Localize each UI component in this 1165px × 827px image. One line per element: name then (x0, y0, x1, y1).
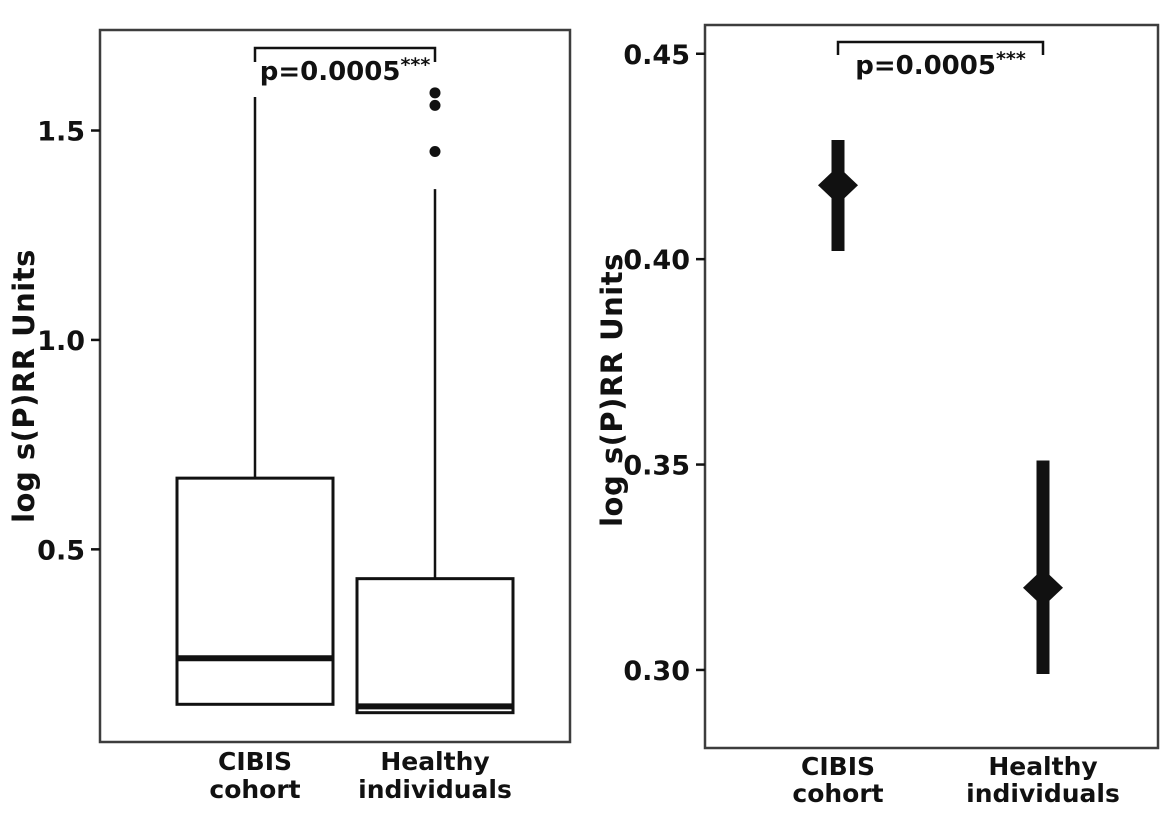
y-tick-label: 0.35 (623, 451, 690, 482)
y-tick-label: 0.30 (623, 656, 690, 687)
plot-border (98, 28, 572, 744)
x-category-label-line1: CIBIS (218, 747, 292, 776)
y-tick-label: 1.0 (37, 326, 85, 357)
x-category-label-line1: Healthy (380, 747, 489, 776)
pointrange-panel: log s(P)RR Units 0.30 0.35 0.40 0.45 CIBIS co… (585, 0, 1165, 827)
box (355, 577, 515, 715)
box (175, 476, 335, 706)
plot-border (703, 23, 1160, 750)
y-tick-label: 0.45 (623, 40, 690, 71)
outlier-point (429, 145, 441, 157)
boxplot-panel: log s(P)RR Units 0.5 1.0 1.5 CIBIS cohort Hea… (7, 28, 572, 804)
x-category-label-line2: individuals (966, 779, 1120, 808)
outlier-point (429, 87, 441, 99)
y-tick-label: 0.5 (37, 535, 85, 566)
point-estimate-marker (818, 166, 858, 205)
outlier-point (429, 99, 441, 111)
p-value-annotation: p=0.0005*** (855, 48, 1026, 81)
significance-bracket (253, 46, 437, 62)
x-category-label-line1: CIBIS (801, 752, 875, 781)
x-category-label-line2: cohort (792, 779, 883, 808)
point-estimate-marker (1023, 568, 1063, 607)
x-category-label-line1: Healthy (988, 752, 1097, 781)
y-tick-label: 1.5 (37, 117, 85, 148)
x-category-label-line2: individuals (358, 775, 512, 804)
significance-bracket (836, 40, 1045, 55)
y-tick-label: 0.40 (623, 245, 690, 276)
p-value-annotation: p=0.0005*** (260, 54, 431, 87)
x-category-label-line2: cohort (209, 775, 300, 804)
